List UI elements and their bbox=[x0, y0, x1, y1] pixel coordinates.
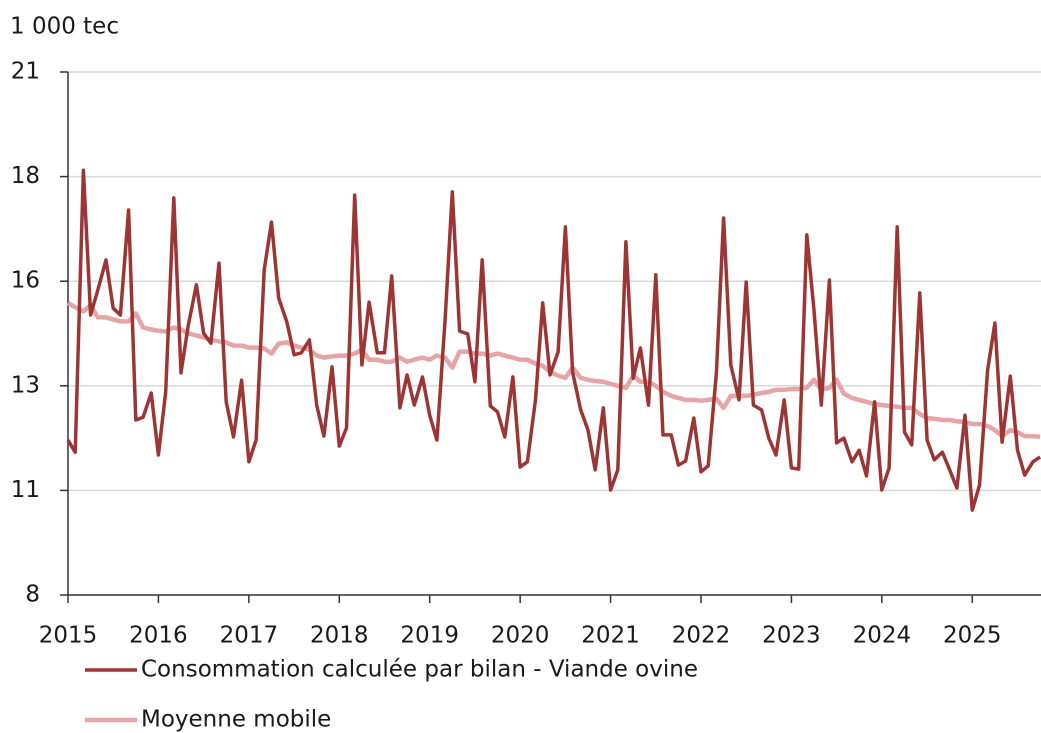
legend-label: Consommation calculée par bilan - Viande… bbox=[141, 657, 698, 683]
y-tick-label: 8 bbox=[25, 582, 40, 608]
x-tick-label: 2016 bbox=[129, 623, 188, 649]
x-tick-label: 2023 bbox=[762, 623, 821, 649]
x-tick-label: 2025 bbox=[943, 623, 1002, 649]
y-tick-label: 18 bbox=[11, 163, 40, 189]
y-tick-label: 13 bbox=[11, 372, 40, 398]
y-tick-label: 16 bbox=[11, 268, 40, 294]
x-tick-label: 2021 bbox=[581, 623, 640, 649]
x-tick-label: 2018 bbox=[310, 623, 369, 649]
x-tick-label: 2019 bbox=[400, 623, 459, 649]
x-tick-label: 2017 bbox=[220, 623, 279, 649]
x-tick-label: 2015 bbox=[39, 623, 98, 649]
series-line bbox=[66, 168, 1041, 512]
x-tick-label: 2020 bbox=[491, 623, 550, 649]
legend-label: Moyenne mobile bbox=[141, 707, 331, 733]
y-tick-label: 21 bbox=[11, 59, 40, 85]
series-line bbox=[66, 300, 1041, 440]
x-tick-label: 2022 bbox=[672, 623, 731, 649]
x-tick-label: 2024 bbox=[853, 623, 912, 649]
y-axis-unit: 1 000 tec bbox=[10, 14, 119, 40]
y-tick-label: 11 bbox=[11, 477, 40, 503]
